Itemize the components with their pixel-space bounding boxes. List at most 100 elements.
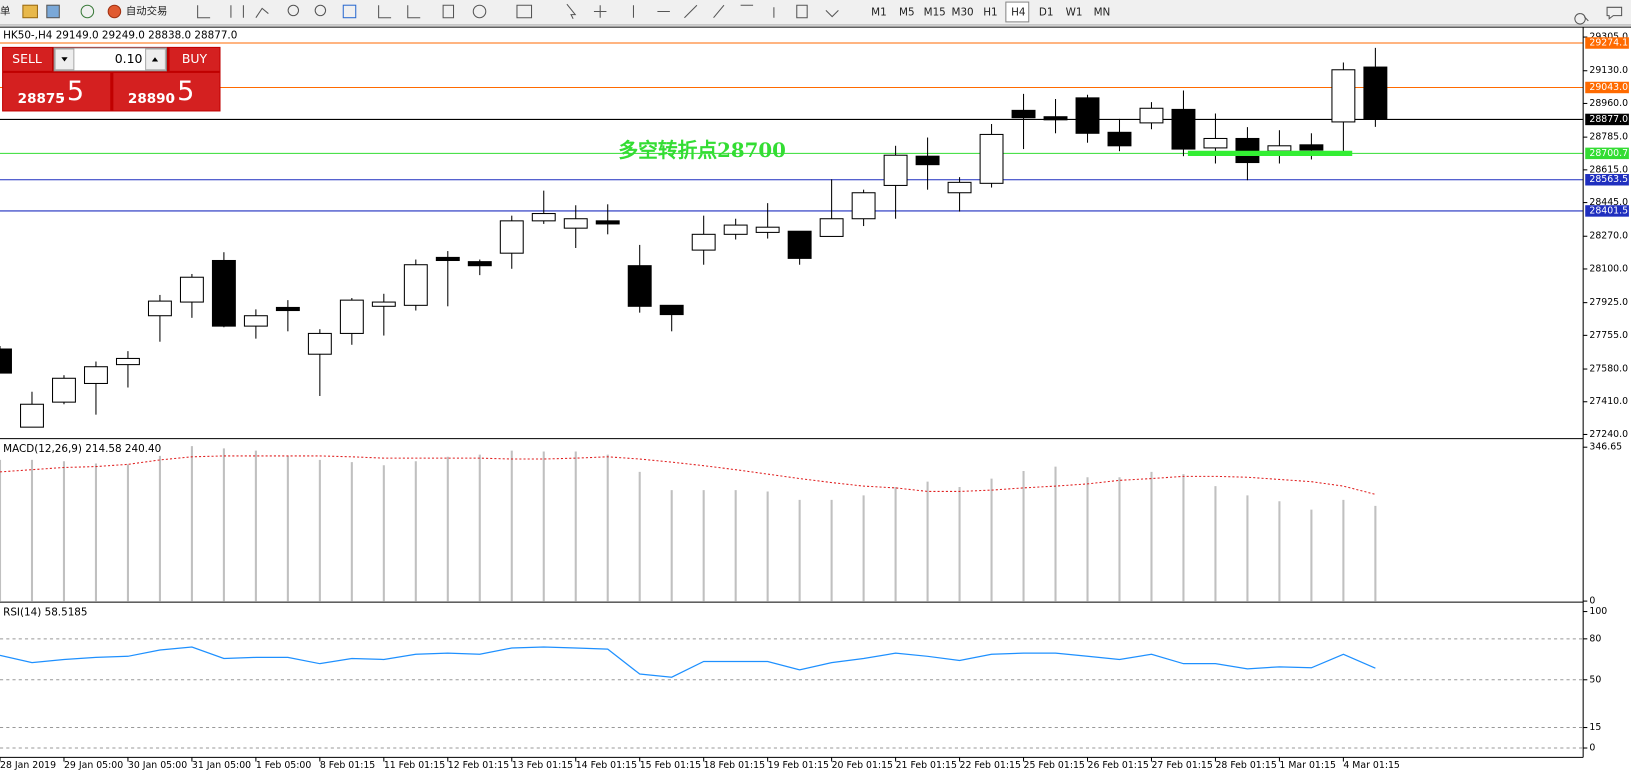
icon[interactable] xyxy=(1574,6,1623,25)
y-tick-label: 27240.0 xyxy=(1589,429,1628,440)
timeframe-button[interactable]: M1 xyxy=(871,6,887,18)
candle-body xyxy=(787,230,812,259)
timeframe-button[interactable]: MN xyxy=(1094,6,1111,18)
toolbar xyxy=(0,0,1631,26)
candle-body xyxy=(531,213,556,222)
candle-body xyxy=(915,155,940,166)
x-tick-label: 19 Feb 01:15 xyxy=(768,760,829,771)
timeframe-button[interactable]: M5 xyxy=(899,6,915,18)
candle-body xyxy=(307,332,332,355)
candle-body xyxy=(243,315,268,327)
menu-fragment[interactable]: 单 xyxy=(0,5,10,17)
x-tick-label: 28 Jan 2019 xyxy=(0,760,56,771)
candle-body xyxy=(0,348,12,374)
candle-body xyxy=(20,403,44,428)
timeframe-button[interactable]: H4 xyxy=(1011,6,1026,18)
y-tick-label: 100 xyxy=(1589,606,1607,617)
timeframe-button[interactable]: D1 xyxy=(1039,6,1054,18)
x-tick-label: 11 Feb 01:15 xyxy=(384,760,445,771)
candle-body xyxy=(1235,137,1260,164)
y-tick-label: 80 xyxy=(1589,633,1601,644)
candle-body xyxy=(723,224,748,235)
y-tick-label: 15 xyxy=(1589,722,1601,733)
symbol-header: HK50-,H4 29149.0 29249.0 28838.0 28877.0 xyxy=(3,29,237,41)
annotation: 多空转折点28700 xyxy=(618,138,785,162)
candle-body xyxy=(499,220,524,254)
candle-body xyxy=(52,377,76,403)
x-tick-label: 21 Feb 01:15 xyxy=(896,760,957,771)
icon[interactable] xyxy=(107,4,122,19)
sell-price-box[interactable] xyxy=(3,72,111,111)
x-tick-label: 29 Jan 05:00 xyxy=(64,760,123,771)
x-tick-label: 31 Jan 05:00 xyxy=(192,760,251,771)
candle-body xyxy=(1107,131,1132,147)
candle-body xyxy=(1267,145,1292,152)
y-tick-label: 29130.0 xyxy=(1589,65,1628,76)
icon[interactable] xyxy=(342,4,357,19)
one-click-trading: SELL BUY 0.10 28875 .5 28890 .5 xyxy=(2,46,221,112)
candle-body xyxy=(1203,137,1228,149)
rsi-title: RSI(14) 58.5185 xyxy=(3,607,87,619)
icon[interactable] xyxy=(378,4,533,19)
x-tick-label: 1 Feb 05:00 xyxy=(256,760,311,771)
buy-button[interactable] xyxy=(169,47,220,71)
icon[interactable] xyxy=(314,4,327,17)
candle-body xyxy=(179,276,204,303)
y-tick-label: 28270.0 xyxy=(1589,231,1628,242)
icon[interactable] xyxy=(566,3,839,19)
price-level-label: 28401.5 xyxy=(1589,205,1628,216)
x-tick-label: 28 Feb 01:15 xyxy=(1215,760,1276,771)
icon[interactable] xyxy=(287,4,300,17)
y-tick-label: 28615.0 xyxy=(1589,164,1628,175)
icon[interactable] xyxy=(22,4,38,19)
y-tick-label: 50 xyxy=(1589,674,1601,685)
price-chart: 多空转折点28700 xyxy=(0,42,1584,749)
y-tick-label: 27925.0 xyxy=(1589,297,1628,308)
buy-price: 28890 xyxy=(128,91,175,107)
x-tick-label: 18 Feb 01:15 xyxy=(704,760,765,771)
y-tick-label: 28100.0 xyxy=(1589,263,1628,274)
y-tick-label: 28445.0 xyxy=(1589,197,1628,208)
icon[interactable] xyxy=(80,4,95,19)
lot-input[interactable] xyxy=(53,47,167,72)
x-tick-label: 4 Mar 01:15 xyxy=(1343,760,1400,771)
price-level-label: 29274.1 xyxy=(1589,38,1628,49)
icon[interactable] xyxy=(46,4,60,19)
timeframe-button[interactable]: W1 xyxy=(1066,6,1083,18)
price-level-tag xyxy=(1585,81,1629,94)
timeframe-button[interactable]: H1 xyxy=(983,6,997,18)
price-level-label: 28877.0 xyxy=(1589,114,1628,125)
sell-button[interactable] xyxy=(3,47,53,71)
price-level-tag xyxy=(1585,174,1629,186)
candle-body xyxy=(979,133,1004,184)
timeframe-button[interactable]: M15 xyxy=(924,6,946,18)
candle-body xyxy=(659,304,684,316)
candle-body xyxy=(115,357,140,366)
price-level-tag xyxy=(1585,113,1629,126)
selected-timeframe xyxy=(1005,1,1030,23)
candle-body xyxy=(1043,116,1068,121)
candle-body xyxy=(1171,108,1196,150)
buy-label: BUY xyxy=(182,51,208,66)
x-tick-label: 30 Jan 05:00 xyxy=(128,760,187,771)
candle-body xyxy=(1075,97,1100,134)
timeframe-buttons: M1 M5 M15 M30 H1 H4 D1 W1 MN xyxy=(871,6,1110,18)
candle-body xyxy=(819,218,844,237)
candle-body xyxy=(1299,144,1324,151)
icon[interactable] xyxy=(197,5,269,19)
x-tick-label: 14 Feb 01:15 xyxy=(576,760,637,771)
candle-body xyxy=(947,181,972,194)
y-tick-label: 28960.0 xyxy=(1589,98,1628,109)
buy-price-box[interactable] xyxy=(113,72,220,111)
candle-body xyxy=(403,264,428,306)
x-tick-label: 26 Feb 01:15 xyxy=(1088,760,1149,771)
y-tick-label: 29305.0 xyxy=(1589,32,1628,43)
auto-trading-button[interactable]: 自动交易 xyxy=(126,4,168,17)
candle-body xyxy=(627,265,652,307)
candle-body xyxy=(371,301,396,307)
candle-body xyxy=(595,220,620,225)
timeframe-button[interactable]: M30 xyxy=(951,6,973,18)
candle-body xyxy=(755,226,780,233)
y-tick-label: 27580.0 xyxy=(1589,364,1628,375)
